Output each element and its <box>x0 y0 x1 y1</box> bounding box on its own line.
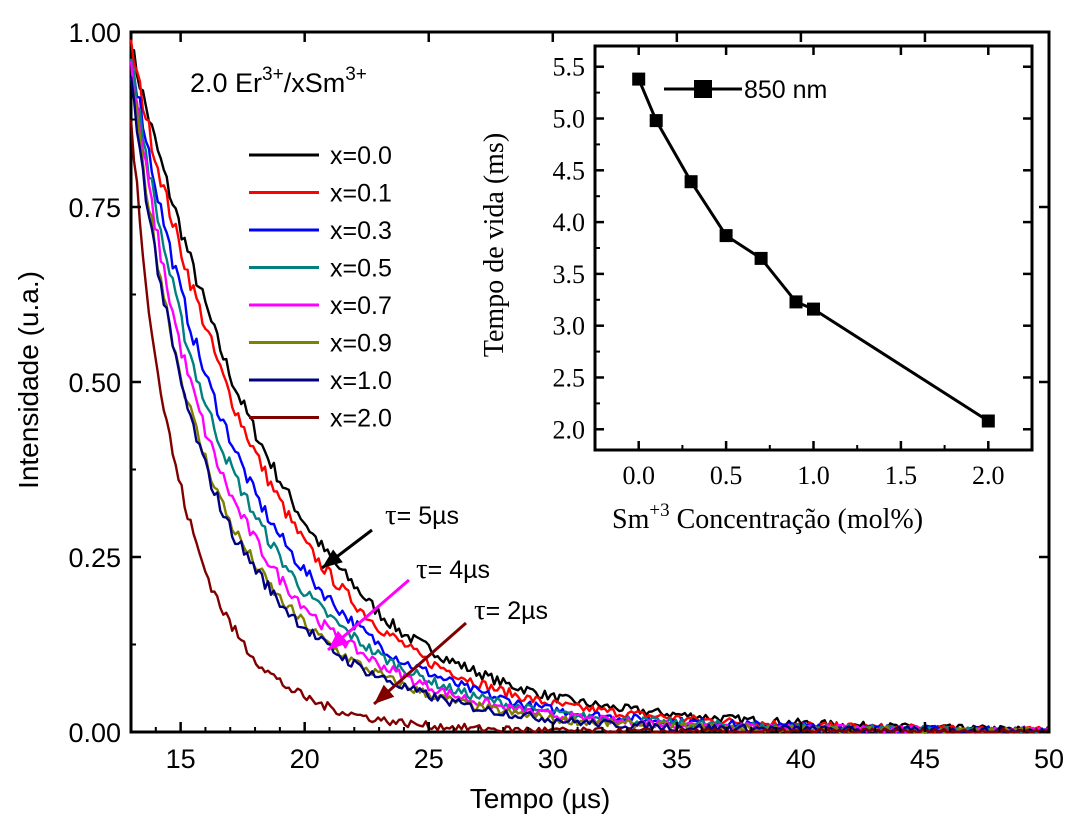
x-tick-label-40: 40 <box>786 744 816 774</box>
legend: x=0.0 x=0.1 x=0.3 x=0.5 x=0.7 x=0.9 x=1.0 x=2.0 <box>249 142 392 433</box>
inset-x-axis-title: Sm+3 Concentração (mol%) <box>612 500 923 535</box>
y-tick-label-0.25: 0.25 <box>68 543 121 573</box>
main-curves <box>129 39 1050 734</box>
main-y-axis-title: Intensidade (u.a.) <box>13 271 44 489</box>
inset-y-tick-label-2.5: 2.5 <box>553 363 586 392</box>
inset-point-0.9 <box>789 295 803 309</box>
inset-y-tick-label-3.0: 3.0 <box>553 312 586 341</box>
tau-4us-arrow-head <box>328 630 349 650</box>
inset-x-tick-label-0.0: 0.0 <box>622 461 655 490</box>
inset-y-tick-label-5.0: 5.0 <box>553 105 586 134</box>
inset-series <box>632 72 995 428</box>
inset-y-tick-label-4.5: 4.5 <box>553 156 586 185</box>
inset-legend-marker <box>694 80 712 98</box>
legend-label-x=0.0: x=0.0 <box>330 142 392 170</box>
inset-legend-label: 850 nm <box>744 76 827 104</box>
inset-point-0 <box>632 72 646 86</box>
tau-2us-arrow <box>373 621 467 706</box>
inset-point-0.3 <box>684 175 698 189</box>
annotations: τ= 5µs τ= 4µs τ= 2µs <box>321 499 548 706</box>
x-tick-label-25: 25 <box>414 744 444 774</box>
inset-x-tick-label-0.5: 0.5 <box>710 461 743 490</box>
inset-point-2 <box>981 414 995 428</box>
tau-2us-label: τ= 2µs <box>474 594 548 626</box>
legend-label-x=0.1: x=0.1 <box>330 180 392 208</box>
x-tick-label-50: 50 <box>1034 744 1064 774</box>
inset-y-tick-label-3.5: 3.5 <box>553 260 586 289</box>
main-axes: 15 20 25 30 35 40 45 50 0.00 0.25 0.50 0.75 1.00 <box>68 18 1064 774</box>
tau-5us-label: τ= 5µs <box>385 499 459 531</box>
x-tick-label-20: 20 <box>290 744 320 774</box>
x-tick-label-35: 35 <box>662 744 692 774</box>
legend-title: 2.0 Er3+/xSm3+ <box>190 64 367 98</box>
y-tick-label-0.00: 0.00 <box>68 718 121 748</box>
inset-x-tick-label-2.0: 2.0 <box>972 461 1005 490</box>
inset-y-axis-title: Tempo de vida (ms) <box>479 133 510 357</box>
inset-point-0.5 <box>719 229 733 243</box>
y-tick-label-0.75: 0.75 <box>68 193 121 223</box>
inset-point-1 <box>807 302 820 316</box>
main-x-axis-title: Tempo (µs) <box>470 783 611 814</box>
inset-y-tick-label-2.0: 2.0 <box>553 415 586 444</box>
legend-label-x=0.5: x=0.5 <box>330 255 392 283</box>
inset-axes: 0.0 0.5 1.0 1.5 2.0 2.0 2.5 3.0 3.5 4.0 4.5 5.0 5.5 <box>553 46 1033 490</box>
tau-5us-arrow-head <box>322 549 343 568</box>
x-tick-label-15: 15 <box>166 744 196 774</box>
legend-label-x=0.7: x=0.7 <box>330 292 392 320</box>
inset-x-tick-label-1.0: 1.0 <box>797 461 830 490</box>
y-tick-label-1.00: 1.00 <box>68 18 121 48</box>
decay-curve-x=0.0 <box>129 49 1050 734</box>
inset-background <box>512 42 1038 460</box>
x-tick-label-30: 30 <box>538 744 568 774</box>
legend-label-x=0.3: x=0.3 <box>330 217 392 245</box>
inset-point-0.7 <box>754 251 768 265</box>
inset-legend: 850 nm <box>664 76 827 104</box>
legend-label-x=1.0: x=1.0 <box>330 367 392 395</box>
inset-x-tick-label-1.5: 1.5 <box>885 461 918 490</box>
y-tick-label-0.50: 0.50 <box>68 368 121 398</box>
legend-label-x=2.0: x=2.0 <box>330 405 392 433</box>
tau-2us-arrow-head <box>374 684 395 704</box>
decay-curve-x=2.0 <box>129 119 1049 734</box>
inset-point-0.1 <box>649 114 663 128</box>
x-tick-label-45: 45 <box>910 744 940 774</box>
legend-label-x=0.9: x=0.9 <box>330 330 392 358</box>
tau-4us-label: τ= 4µs <box>416 553 490 585</box>
inset-y-tick-label-4.0: 4.0 <box>553 208 586 237</box>
inset-y-tick-label-5.5: 5.5 <box>553 53 586 82</box>
